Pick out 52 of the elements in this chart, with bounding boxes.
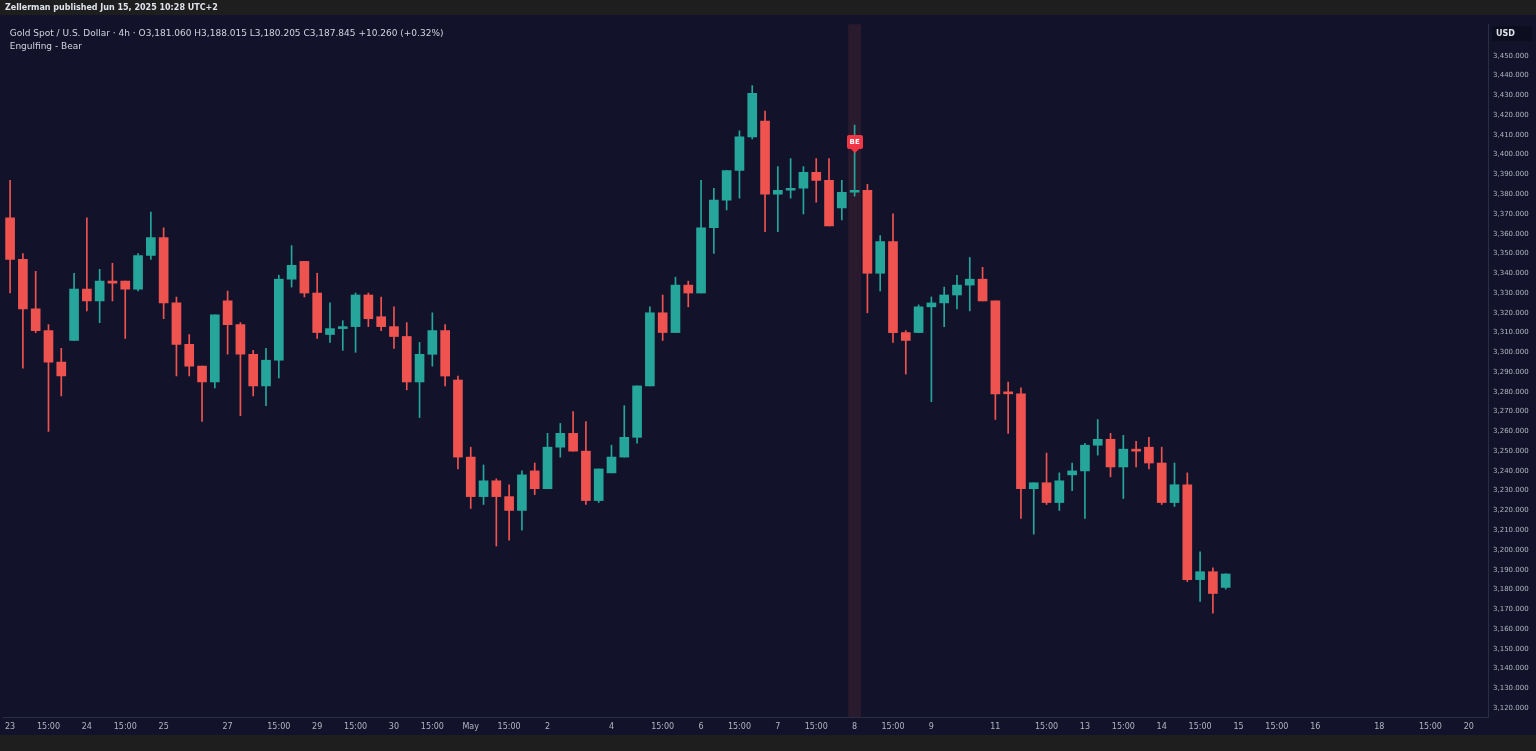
x-tick-label: 4 (608, 721, 615, 731)
x-tick-label: 11 (990, 721, 1001, 731)
candlestick (1195, 551, 1205, 602)
x-tick-label: 18 (1374, 721, 1385, 731)
candlestick (939, 286, 950, 327)
x-tick-label: 15:00 (651, 721, 675, 731)
candlestick (1028, 482, 1039, 535)
x-tick-label: 8 (852, 721, 858, 731)
x-tick-label: 23 (5, 721, 16, 731)
x-tick-label: 30 (388, 721, 400, 731)
x-tick-label: 15:00 (1111, 721, 1135, 731)
candlestick (491, 478, 502, 547)
x-tick-label: 14 (1156, 721, 1167, 731)
x-tick-label: 27 (222, 721, 233, 731)
candlestick (1092, 419, 1103, 456)
candlestick (773, 166, 783, 233)
candlestick (120, 280, 131, 339)
x-tick-label: 15:00 (1418, 721, 1442, 731)
x-tick-label: 15:00 (420, 721, 444, 731)
x-tick-label: 15:00 (727, 721, 751, 731)
candlestick (900, 330, 911, 375)
x-tick-label: 15:00 (1035, 721, 1059, 731)
x-tick-label: 9 (928, 721, 934, 731)
x-tick-label: 15:00 (344, 721, 368, 731)
chart-title: Gold Spot / U.S. Dollar · 4h · O3,181.060 H3,188.015 L3,180.205 C3,187.845 +10.260 (+0.32%) (9, 27, 444, 38)
text: Engulfing - Bear (9, 40, 83, 51)
x-tick-label: 7 (775, 721, 781, 731)
candlestick (811, 158, 822, 203)
x-tick-label: May (462, 721, 480, 731)
y-axis-title: USD (1496, 29, 1516, 39)
x-tick-label: 15:00 (267, 721, 291, 731)
x-tick-label: 20 (1463, 721, 1474, 731)
x-tick-label: 15:00 (36, 721, 61, 731)
x-tick-label: 15:00 (881, 721, 905, 731)
x-tick-label: 15:00 (1265, 721, 1289, 731)
x-tick-label: 15:00 (113, 721, 137, 731)
x-tick-label: 16 (1310, 721, 1321, 731)
x-tick-label: 15:00 (497, 721, 521, 731)
x-tick-label: 13 (1079, 721, 1091, 731)
candlestick (82, 217, 92, 312)
candlestick (964, 257, 975, 312)
x-tick-label: 29 (312, 721, 323, 731)
x-tick-label: 2 (544, 721, 551, 731)
x-tick-label: 25 (158, 721, 169, 731)
x-tick-label: 6 (698, 721, 704, 731)
x-tick-label: 15 (1233, 721, 1244, 731)
text: Zellerman published Jun 15, 2025 10:28 UTC+2 (5, 3, 218, 12)
x-tick-label: 15:00 (1188, 721, 1212, 731)
x-tick-label: 24 (81, 721, 92, 731)
candlestick (337, 320, 348, 351)
candlestick (325, 302, 335, 343)
x-tick-label: 15:00 (804, 721, 828, 731)
